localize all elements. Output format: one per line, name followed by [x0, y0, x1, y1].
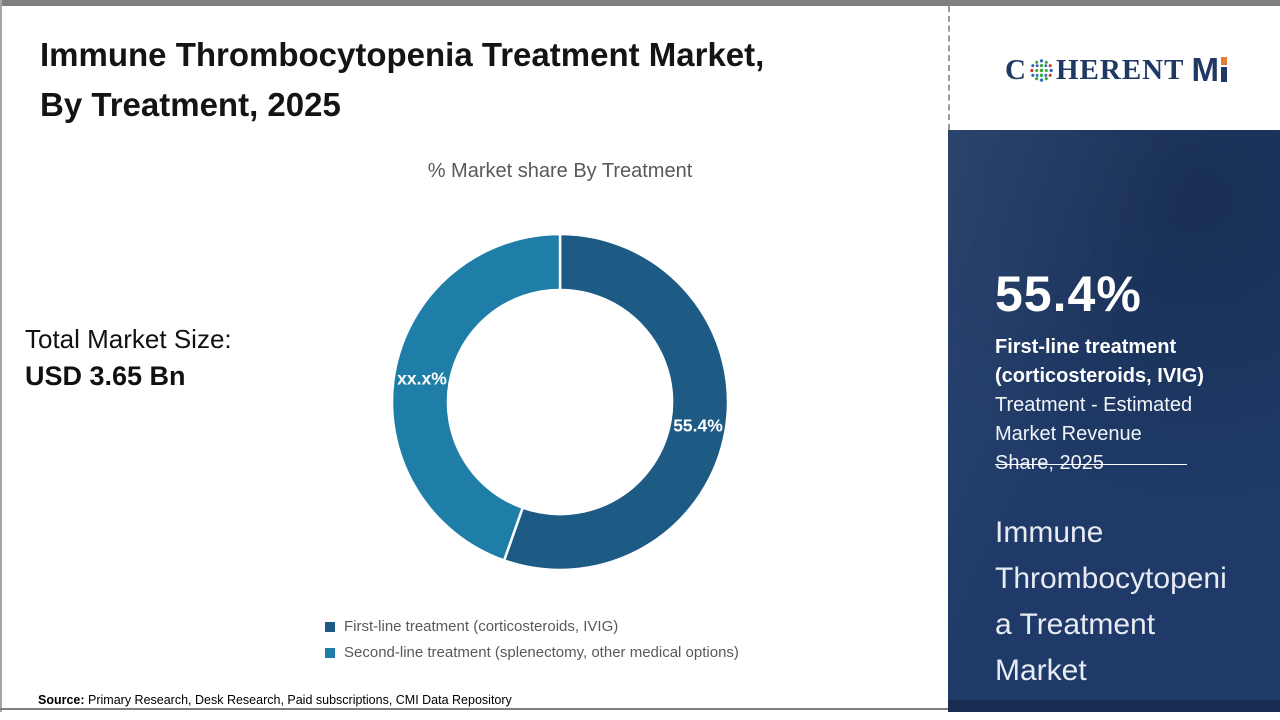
logo-i-orange-dot — [1220, 56, 1227, 65]
legend-marker-first-line — [325, 621, 335, 632]
page-title: Immune Thrombocytopenia Treatment Market… — [40, 30, 930, 130]
sidebar-panel: 55.4% First-line treatment (corticostero… — [948, 130, 1280, 712]
donut-slice — [390, 232, 562, 563]
globe-dots-icon — [1030, 58, 1053, 82]
coherentmi-logo: C — [952, 40, 1280, 100]
sidebar-headline: Immune Thrombocytopenia Treatment Market — [995, 516, 1227, 687]
total-market-size-value: USD 3.65 Bn — [25, 361, 186, 391]
source-label: Source: — [38, 693, 85, 707]
legend-label-second-line: Second-line treatment (splenectomy, othe… — [344, 644, 739, 661]
donut-slice-label: 55.4% — [673, 416, 723, 436]
donut-chart: 55.4% xx.x% — [390, 232, 730, 572]
legend-label-first-line: First-line treatment (corticosteroids, I… — [344, 618, 619, 635]
donut-slice — [502, 232, 730, 572]
sidebar-stat-description: Treatment - Estimated Market Revenue Sha… — [995, 391, 1203, 478]
legend-marker-second-line — [325, 647, 335, 658]
total-market-size-block: Total Market Size: USD 3.65 Bn — [25, 324, 232, 392]
left-edge-border — [0, 0, 2, 712]
chart-legend: First-line treatment (corticosteroids, I… — [325, 618, 739, 661]
sidebar-stat-description-text: Treatment - Estimated Market Revenue Sha… — [995, 394, 1193, 474]
chart-subtitle: % Market share By Treatment — [427, 160, 693, 182]
sidebar-big-stat: 55.4% — [995, 266, 1142, 322]
logo-i-navy-bar — [1220, 66, 1227, 82]
top-bar — [0, 0, 1280, 6]
page-title-line2: By Treatment, 2025 — [40, 86, 341, 123]
source-text: Primary Research, Desk Research, Paid su… — [84, 693, 512, 707]
sidebar-underline-rule — [995, 464, 1187, 465]
logo-letter-i — [1220, 56, 1227, 82]
total-market-size-label: Total Market Size: — [25, 324, 232, 354]
logo-letters-herent: HERENT — [1055, 53, 1185, 86]
page-title-line1: Immune Thrombocytopenia Treatment Market… — [40, 36, 765, 73]
logo-letter-c: C — [1005, 53, 1027, 86]
legend-item-second-line: Second-line treatment (splenectomy, othe… — [325, 644, 739, 661]
dashed-divider — [948, 6, 950, 130]
sidebar-stat-label: First-line treatment (corticosteroids, I… — [995, 336, 1204, 387]
source-attribution: Source: Primary Research, Desk Research,… — [38, 693, 512, 707]
donut-slice-label: xx.x% — [397, 368, 447, 388]
donut-chart-container: 55.4% xx.x% — [370, 212, 750, 592]
legend-item-first-line: First-line treatment (corticosteroids, I… — [325, 618, 739, 635]
logo-letter-m: M — [1191, 51, 1219, 88]
bottom-border-line — [0, 708, 952, 710]
